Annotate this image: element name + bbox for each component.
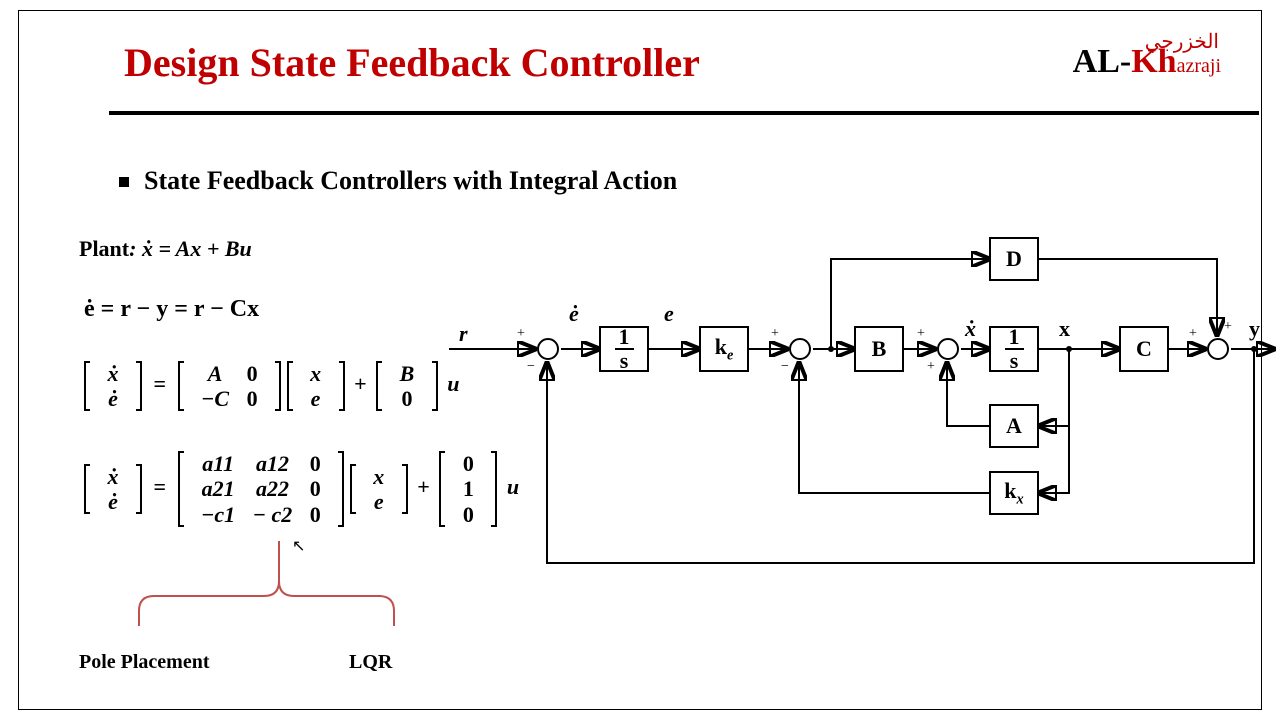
logo-arabic: الخزرجي	[1145, 29, 1219, 54]
bracket-icon	[84, 361, 90, 411]
eq-edot: ė = r − y = r − Cx	[84, 296, 259, 323]
plant-label: Plant	[79, 236, 129, 261]
sign-plus: +	[771, 326, 779, 342]
sum-junction-2	[789, 338, 811, 360]
page-title: Design State Feedback Controller	[124, 39, 700, 86]
block-integrator-1: 1s	[599, 326, 649, 372]
sign-plus: +	[1224, 319, 1232, 335]
brace-icon	[129, 531, 409, 631]
logo: الخزرجي AL-Khazraji	[1073, 43, 1221, 81]
brace-left-label: Pole Placement	[79, 651, 210, 674]
bullet-icon	[119, 177, 129, 187]
brace-right-label: LQR	[349, 651, 392, 674]
label-y: y	[1249, 316, 1260, 342]
sum-junction-3	[937, 338, 959, 360]
logo-al: AL-	[1073, 43, 1132, 80]
block-integrator-2: 1s	[989, 326, 1039, 372]
block-B: B	[854, 326, 904, 372]
block-ke: ke	[699, 326, 749, 372]
label-e: e	[664, 301, 674, 327]
block-D: D	[989, 237, 1039, 281]
sum-junction-1	[537, 338, 559, 360]
logo-rest: azraji	[1177, 55, 1221, 77]
label-xdot: ẋ	[965, 316, 976, 342]
sign-minus: −	[781, 359, 789, 375]
label-edot: ė	[569, 301, 579, 327]
sign-plus: +	[517, 326, 525, 342]
eq-augmented: ẋė = A−C 00 xe + B0 u	[84, 361, 460, 412]
label-r: r	[459, 321, 468, 347]
block-diagram: + − + − + + + + 1s ke B 1s C D A kx r ė …	[449, 221, 1279, 581]
label-x: x	[1059, 316, 1070, 342]
sign-plus: +	[917, 326, 925, 342]
cursor-icon: ↖	[292, 536, 305, 556]
sign-plus: +	[1189, 326, 1197, 342]
diagram-wires	[449, 221, 1279, 581]
sign-plus: +	[927, 359, 935, 375]
block-C: C	[1119, 326, 1169, 372]
slide-frame: Design State Feedback Controller الخزرجي…	[18, 10, 1262, 710]
title-rule	[109, 111, 1259, 115]
subtitle: State Feedback Controllers with Integral…	[144, 166, 677, 196]
bracket-icon	[136, 361, 142, 411]
sum-junction-4	[1207, 338, 1229, 360]
block-A: A	[989, 404, 1039, 448]
sign-minus: −	[527, 359, 535, 375]
plant-expr: : ẋ = Ax + Bu	[129, 236, 252, 261]
eq-plant: Plant: ẋ = Ax + Bu	[79, 236, 252, 262]
block-kx: kx	[989, 471, 1039, 515]
